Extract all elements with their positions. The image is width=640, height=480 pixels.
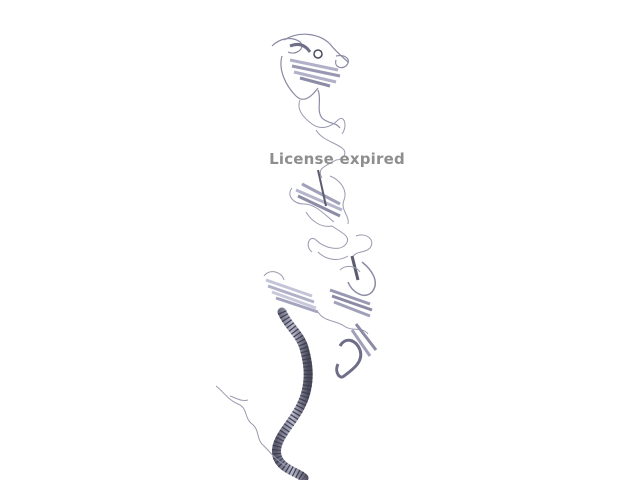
long-helix: [272, 307, 313, 480]
middle-domain-upper: [289, 169, 349, 227]
linker-coil-2: [307, 225, 373, 260]
lower-domain: [263, 255, 378, 379]
top-domain: [271, 33, 349, 129]
linker-coil: [298, 99, 346, 179]
tail-coil: [215, 385, 287, 467]
